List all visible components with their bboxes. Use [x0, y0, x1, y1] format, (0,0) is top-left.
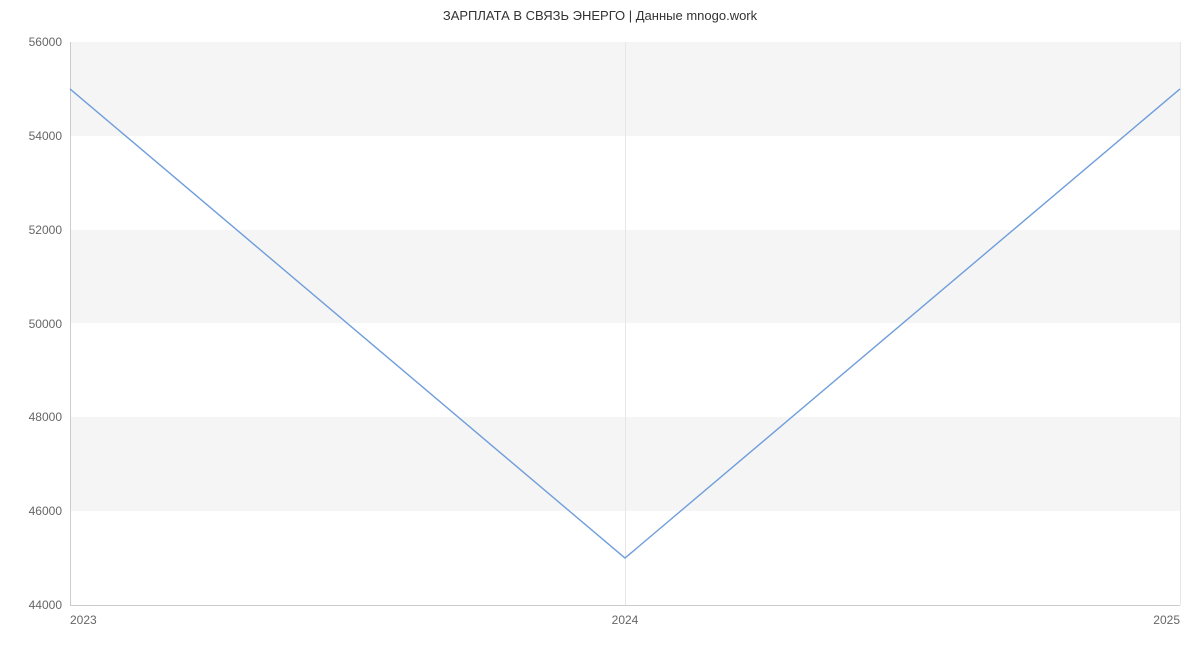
y-tick-label: 54000 — [29, 129, 62, 143]
line-series — [70, 42, 1180, 605]
x-tick-label: 2024 — [612, 613, 639, 627]
gridline-vertical — [1180, 42, 1181, 605]
y-tick-label: 52000 — [29, 223, 62, 237]
x-axis-line — [70, 605, 1180, 606]
x-tick-label: 2025 — [1153, 613, 1180, 627]
x-tick-label: 2023 — [70, 613, 97, 627]
y-tick-label: 46000 — [29, 504, 62, 518]
chart-title: ЗАРПЛАТА В СВЯЗЬ ЭНЕРГО | Данные mnogo.w… — [0, 8, 1200, 23]
y-tick-label: 48000 — [29, 410, 62, 424]
y-tick-label: 50000 — [29, 317, 62, 331]
y-tick-label: 44000 — [29, 598, 62, 612]
chart-plot-area: 4400046000480005000052000540005600020232… — [70, 42, 1180, 605]
y-tick-label: 56000 — [29, 35, 62, 49]
